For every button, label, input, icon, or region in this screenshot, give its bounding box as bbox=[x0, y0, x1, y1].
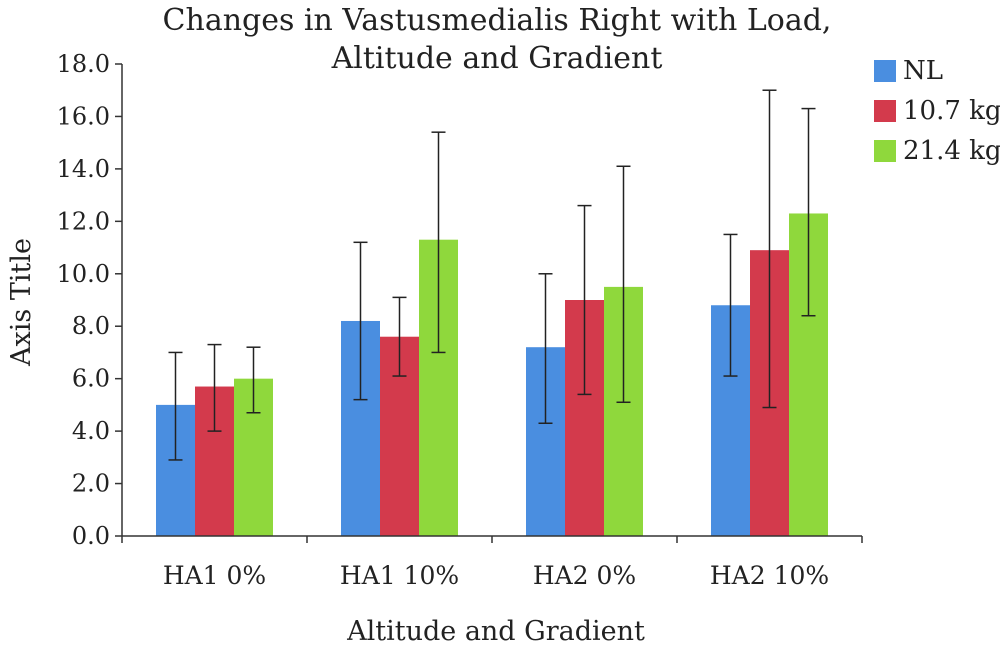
error-bars bbox=[168, 89, 816, 461]
legend-label: 10.7 kg bbox=[903, 96, 1000, 126]
legend-swatch bbox=[874, 140, 896, 162]
legend-swatch bbox=[874, 60, 896, 82]
bars bbox=[156, 213, 828, 536]
y-tick-label: 0.0 bbox=[72, 522, 110, 550]
x-tick-label: HA2 0% bbox=[533, 561, 636, 590]
x-axis-label: Altitude and Gradient bbox=[346, 616, 645, 647]
x-tick-label: HA1 0% bbox=[163, 561, 266, 590]
y-tick-label: 12.0 bbox=[57, 207, 110, 235]
x-axis: HA1 0% HA1 10% HA2 0% HA2 10% bbox=[121, 535, 863, 590]
chart-title-line-2: Altitude and Gradient bbox=[331, 41, 663, 76]
y-tick-label: 18.0 bbox=[57, 50, 110, 78]
y-tick-label: 8.0 bbox=[72, 312, 110, 340]
legend: NL 10.7 kg 21.4 kg bbox=[874, 56, 1000, 166]
chart-title-line-1: Changes in Vastusmedialis Right with Loa… bbox=[163, 3, 832, 38]
y-tick-label: 2.0 bbox=[72, 470, 110, 498]
x-tick-label: HA1 10% bbox=[340, 561, 459, 590]
y-tick-label: 6.0 bbox=[72, 365, 110, 393]
y-axis: 0.0 2.0 4.0 6.0 8.0 10.0 12.0 14.0 16.0 18.0 bbox=[57, 50, 123, 550]
x-tick-label: HA2 10% bbox=[710, 561, 829, 590]
y-tick-label: 16.0 bbox=[57, 102, 110, 130]
y-tick-label: 14.0 bbox=[57, 155, 110, 183]
y-tick-label: 10.0 bbox=[57, 260, 110, 288]
legend-label: NL bbox=[903, 56, 943, 86]
legend-swatch bbox=[874, 100, 896, 122]
legend-label: 21.4 kg bbox=[903, 136, 1000, 166]
y-tick-label: 4.0 bbox=[72, 417, 110, 445]
y-axis-label: Axis Title bbox=[6, 238, 37, 367]
